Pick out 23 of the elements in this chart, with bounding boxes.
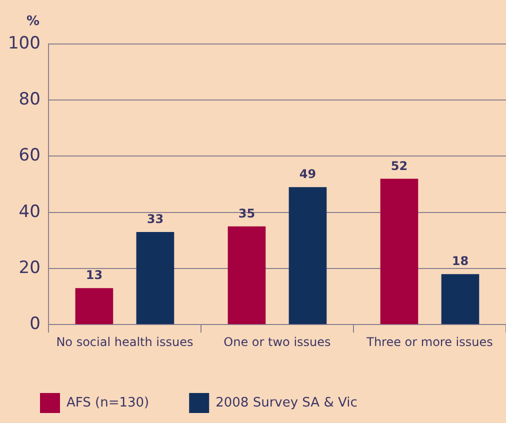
bar bbox=[441, 274, 480, 324]
x-tick-label: No social health issues bbox=[56, 334, 194, 349]
y-tick-label: 80 bbox=[18, 90, 40, 110]
data-label: 52 bbox=[390, 158, 408, 173]
legend-label: AFS (n=130) bbox=[66, 395, 150, 410]
data-label: 18 bbox=[452, 254, 469, 268]
y-tick-label: 0 bbox=[30, 314, 40, 334]
bar bbox=[75, 288, 114, 324]
bar bbox=[288, 187, 327, 324]
bar bbox=[228, 226, 266, 324]
bar bbox=[380, 178, 418, 324]
y-tick-label: 100 bbox=[8, 33, 40, 54]
y-tick-label: 20 bbox=[18, 258, 40, 278]
data-label: 13 bbox=[86, 268, 103, 282]
x-tick-label: One or two issues bbox=[224, 334, 331, 349]
y-tick-label: 60 bbox=[18, 146, 40, 166]
data-label: 33 bbox=[146, 212, 164, 226]
data-label: 49 bbox=[299, 167, 316, 182]
y-tick-label: 40 bbox=[18, 202, 40, 222]
y-axis-title: % bbox=[26, 14, 40, 29]
bar bbox=[136, 232, 174, 324]
legend-label: 2008 Survey SA & Vic bbox=[216, 395, 358, 410]
x-tick-label: Three or more issues bbox=[366, 334, 493, 349]
